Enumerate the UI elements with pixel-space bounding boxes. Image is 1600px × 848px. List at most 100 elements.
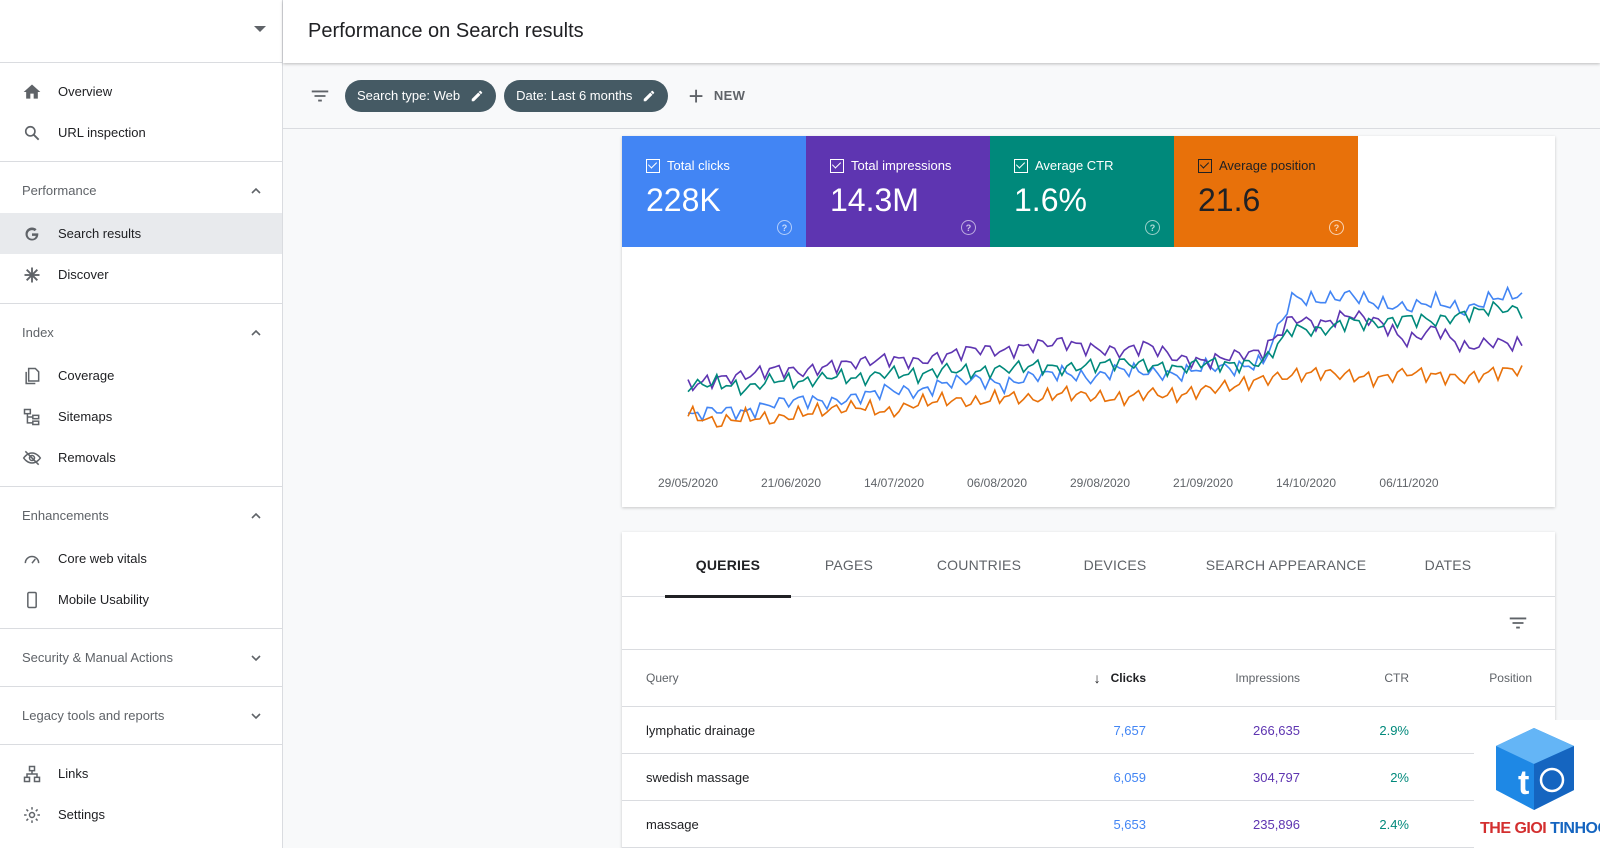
pencil-icon — [644, 90, 655, 101]
chip-label: Date: Last 6 months — [516, 88, 633, 103]
x-tick-label: 06/08/2020 — [967, 476, 1027, 490]
filter-icon[interactable] — [1507, 612, 1529, 634]
column-header-clicks[interactable]: ↓ Clicks — [1006, 670, 1146, 686]
caret-down-icon[interactable] — [254, 26, 266, 32]
help-icon[interactable]: ? — [961, 220, 976, 235]
new-filter-button[interactable]: + NEW — [688, 83, 745, 109]
chevron-up-icon[interactable] — [250, 185, 262, 197]
checkbox-icon[interactable] — [1014, 158, 1028, 173]
x-tick-label: 21/06/2020 — [761, 476, 821, 490]
checkbox-icon[interactable] — [1198, 158, 1212, 173]
tab-countries[interactable]: COUNTRIES — [936, 556, 1022, 573]
google-g-icon — [22, 224, 42, 244]
section-legacy[interactable]: Legacy tools and reports — [0, 687, 282, 744]
help-icon[interactable]: ? — [1145, 220, 1160, 235]
cell-query: massage — [646, 816, 699, 832]
sidebar-item-label: Settings — [58, 807, 105, 822]
metric-total-clicks[interactable]: Total clicks 228K ? — [622, 136, 806, 247]
table-row[interactable]: swedish massage 6,059 304,797 2% — [622, 754, 1555, 801]
sidebar-item-discover[interactable]: Discover — [0, 254, 282, 295]
section-enhancements[interactable]: Enhancements — [0, 487, 282, 544]
metric-average-ctr[interactable]: Average CTR 1.6% ? — [990, 136, 1174, 247]
column-header-position[interactable]: Position — [1489, 671, 1532, 685]
sidebar-item-label: URL inspection — [58, 125, 146, 140]
search-type-chip[interactable]: Search type: Web — [345, 79, 497, 112]
tabs-bar: QUERIES PAGES COUNTRIES DEVICES SEARCH A… — [622, 532, 1555, 598]
metric-average-position[interactable]: Average position 21.6 ? — [1174, 136, 1358, 247]
x-tick-label: 14/10/2020 — [1276, 476, 1336, 490]
section-index[interactable]: Index — [0, 304, 282, 361]
tab-search-appearance[interactable]: SEARCH APPEARANCE — [1205, 556, 1367, 573]
metric-value: 228K — [646, 182, 721, 218]
chevron-down-icon[interactable] — [250, 710, 262, 722]
property-selector[interactable] — [0, 0, 282, 63]
sidebar-item-search-results[interactable]: Search results — [0, 213, 282, 254]
queries-table-card: QUERIES PAGES COUNTRIES DEVICES SEARCH A… — [622, 532, 1555, 848]
sidebar-item-url-inspection[interactable]: URL inspection — [0, 112, 282, 153]
section-label: Enhancements — [22, 508, 109, 523]
sidebar-item-overview[interactable]: Overview — [0, 71, 282, 112]
column-label: Clicks — [1110, 671, 1146, 685]
tab-pages[interactable]: PAGES — [824, 556, 874, 573]
sidebar-item-coverage[interactable]: Coverage — [0, 355, 282, 396]
sidebar-item-core-web-vitals[interactable]: Core web vitals — [0, 538, 282, 579]
sidebar-item-removals[interactable]: Removals — [0, 437, 282, 478]
column-header-impressions[interactable]: Impressions — [1235, 671, 1300, 685]
smartphone-icon — [22, 590, 42, 610]
table-row[interactable]: lymphatic drainage 7,657 266,635 2.9% — [622, 707, 1555, 754]
table-row[interactable]: massage 5,653 235,896 2.4% — [622, 801, 1555, 848]
x-tick-label: 29/05/2020 — [658, 476, 718, 490]
gear-icon — [22, 805, 42, 825]
eye-off-icon — [22, 448, 42, 468]
sidebar-item-label: Coverage — [58, 368, 115, 383]
cell-clicks: 6,059 — [1113, 769, 1146, 785]
sidebar-item-links[interactable]: Links — [0, 753, 282, 794]
links-icon — [22, 764, 42, 784]
table-toolbar — [622, 597, 1555, 650]
metric-label: Average position — [1219, 158, 1316, 173]
cell-clicks: 7,657 — [1113, 722, 1146, 738]
chevron-up-icon[interactable] — [250, 327, 262, 339]
watermark-logo: t THE GIOI TINHOC — [1474, 720, 1600, 848]
sidebar: Overview URL inspection Performance Sear… — [0, 0, 283, 848]
checkbox-icon[interactable] — [830, 158, 844, 173]
filter-icon[interactable] — [309, 85, 331, 107]
tab-dates[interactable]: DATES — [1424, 556, 1472, 573]
column-header-query[interactable]: Query — [646, 671, 679, 685]
series-line-2 — [687, 300, 1523, 397]
sitemap-icon — [22, 407, 42, 427]
sidebar-item-label: Removals — [58, 450, 116, 465]
performance-line-chart[interactable]: 29/05/2020 21/06/2020 14/07/2020 06/08/2020… — [622, 247, 1555, 507]
sidebar-item-sitemaps[interactable]: Sitemaps — [0, 396, 282, 437]
metric-label: Total impressions — [851, 158, 952, 173]
help-icon[interactable]: ? — [1329, 220, 1344, 235]
section-label: Legacy tools and reports — [22, 708, 165, 723]
copy-icon — [22, 366, 42, 386]
sidebar-item-mobile-usability[interactable]: Mobile Usability — [0, 579, 282, 620]
cell-query: lymphatic drainage — [646, 722, 756, 738]
checkbox-icon[interactable] — [646, 158, 660, 173]
help-icon[interactable]: ? — [777, 220, 792, 235]
series-line-0 — [687, 285, 1523, 423]
speedometer-icon — [22, 549, 42, 569]
sidebar-item-settings[interactable]: Settings — [0, 794, 282, 835]
x-tick-label: 29/08/2020 — [1070, 476, 1130, 490]
arrow-down-icon: ↓ — [1093, 670, 1101, 686]
metric-label: Average CTR — [1035, 158, 1114, 173]
page-title: Performance on Search results — [308, 20, 584, 42]
column-header-ctr[interactable]: CTR — [1384, 671, 1409, 685]
performance-chart-card: Total clicks 228K ? Total impressions 14… — [622, 136, 1555, 507]
tab-devices[interactable]: DEVICES — [1083, 556, 1147, 573]
metric-total-impressions[interactable]: Total impressions 14.3M ? — [806, 136, 990, 247]
x-tick-label: 14/07/2020 — [864, 476, 924, 490]
watermark-text: THE GIOI TINHOC — [1480, 820, 1600, 837]
date-chip[interactable]: Date: Last 6 months — [504, 79, 669, 112]
section-security[interactable]: Security & Manual Actions — [0, 629, 282, 686]
table-header: Query ↓ Clicks Impressions CTR Position — [622, 650, 1555, 707]
chevron-up-icon[interactable] — [250, 510, 262, 522]
cell-ctr: 2% — [1390, 769, 1409, 785]
tab-queries[interactable]: QUERIES — [665, 532, 791, 598]
chevron-down-icon[interactable] — [250, 652, 262, 664]
cell-ctr: 2.9% — [1379, 722, 1409, 738]
section-performance[interactable]: Performance — [0, 162, 282, 219]
